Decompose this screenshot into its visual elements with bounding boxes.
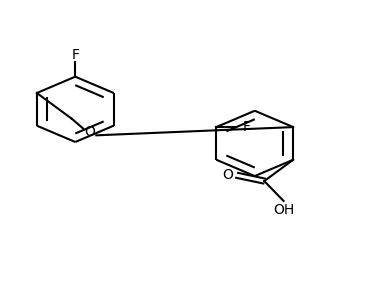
Text: F: F [242, 120, 251, 134]
Text: OH: OH [274, 203, 295, 217]
Text: O: O [222, 168, 233, 182]
Text: F: F [71, 47, 79, 62]
Text: O: O [84, 125, 95, 139]
